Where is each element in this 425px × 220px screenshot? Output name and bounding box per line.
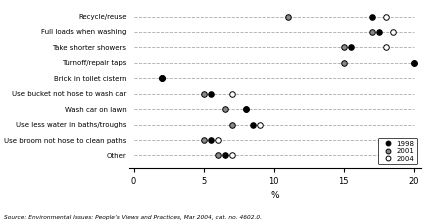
Point	[200, 92, 207, 95]
Point	[221, 107, 228, 111]
Point	[242, 107, 249, 111]
Point	[411, 61, 417, 65]
Legend: 1998, 2001, 2004: 1998, 2001, 2004	[378, 138, 417, 164]
Point	[221, 154, 228, 157]
Point	[249, 123, 256, 126]
Point	[284, 15, 291, 18]
Point	[411, 61, 417, 65]
Point	[375, 30, 382, 34]
Text: Source: Environmental Issues: People’s Views and Practices, Mar 2004, cat. no. 4: Source: Environmental Issues: People’s V…	[4, 215, 262, 220]
Point	[256, 123, 263, 126]
Point	[228, 123, 235, 126]
Point	[207, 138, 214, 142]
Point	[382, 15, 389, 18]
Point	[214, 154, 221, 157]
Point	[214, 138, 221, 142]
Point	[158, 77, 165, 80]
Point	[368, 15, 375, 18]
Point	[340, 46, 347, 49]
Point	[200, 138, 207, 142]
Point	[368, 30, 375, 34]
Point	[158, 77, 165, 80]
X-axis label: %: %	[271, 191, 279, 200]
Point	[228, 154, 235, 157]
Point	[382, 46, 389, 49]
Point	[347, 46, 354, 49]
Point	[389, 30, 396, 34]
Point	[158, 77, 165, 80]
Point	[340, 61, 347, 65]
Point	[207, 92, 214, 95]
Point	[228, 92, 235, 95]
Point	[242, 107, 249, 111]
